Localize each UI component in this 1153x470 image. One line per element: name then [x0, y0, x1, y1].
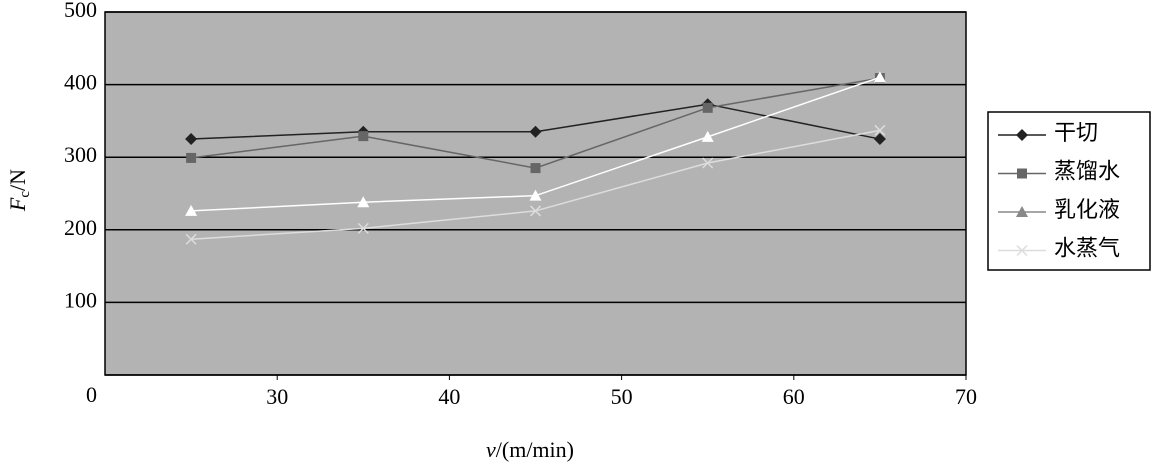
marker — [873, 133, 886, 146]
y-axis-label: Fc/N — [5, 169, 33, 212]
y-label-unit: /N — [5, 169, 30, 191]
marker — [529, 205, 542, 217]
x-axis-label: v/(m/min) — [486, 437, 574, 462]
marker — [186, 152, 197, 163]
y-tick-label: 500 — [64, 0, 97, 22]
marker — [529, 125, 542, 138]
marker — [1016, 129, 1028, 141]
y-tick-label: 400 — [64, 70, 97, 95]
marker — [530, 163, 541, 174]
y-tick-label: 100 — [64, 287, 97, 312]
y-label-subscript: c — [17, 191, 33, 198]
marker — [358, 131, 369, 142]
marker — [702, 157, 714, 169]
y-tick-label: 300 — [64, 142, 97, 167]
legend-label: 乳化液 — [1054, 197, 1120, 222]
legend-label: 蒸馏水 — [1054, 159, 1120, 184]
marker — [874, 124, 886, 136]
marker — [701, 130, 714, 142]
marker — [357, 222, 369, 234]
y-tick-label: 0 — [86, 382, 97, 407]
x-tick-label: 50 — [611, 384, 633, 409]
marker — [873, 71, 886, 83]
marker — [1016, 244, 1028, 257]
marker — [702, 102, 713, 113]
x-label-unit: /(m/min) — [496, 437, 574, 462]
x-tick-label: 70 — [955, 384, 977, 409]
y-tick-label: 200 — [64, 215, 97, 240]
x-tick-label: 60 — [783, 384, 805, 409]
legend-label: 水蒸气 — [1054, 236, 1120, 261]
marker — [1016, 206, 1028, 217]
legend-box — [987, 111, 1151, 271]
marker — [357, 196, 370, 208]
marker — [185, 233, 197, 245]
legend-label: 干切 — [1054, 120, 1098, 145]
marker — [185, 204, 198, 216]
x-tick-label: 40 — [438, 384, 460, 409]
x-tick-label: 30 — [266, 384, 288, 409]
y-label-symbol: F — [5, 197, 30, 212]
x-label-symbol: v — [486, 437, 496, 462]
marker — [1017, 168, 1027, 179]
marker — [185, 133, 198, 146]
marker — [529, 189, 542, 201]
